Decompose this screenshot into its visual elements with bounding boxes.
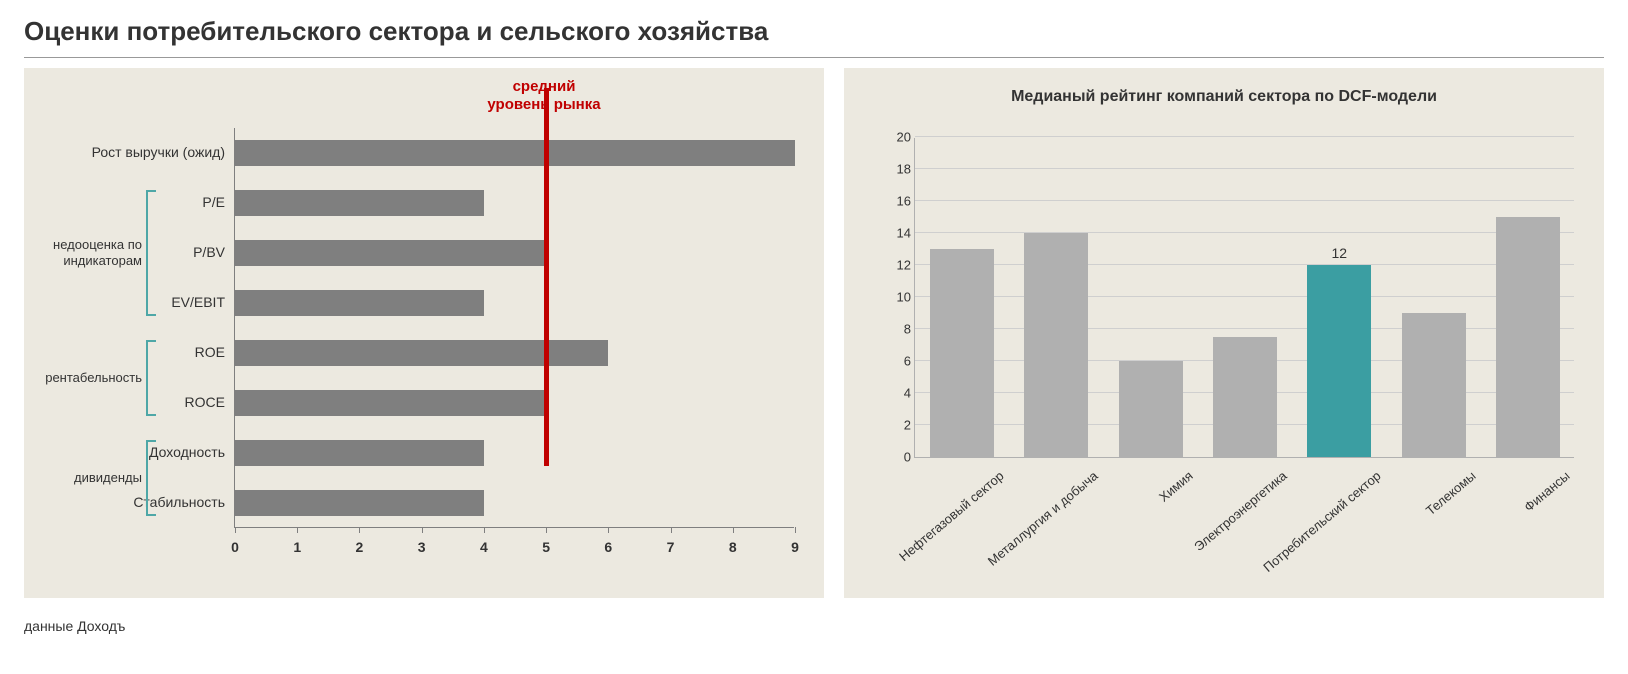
group-bracket — [146, 190, 156, 316]
hbar-label: ROCE — [185, 394, 235, 410]
group-bracket — [146, 440, 156, 516]
y-tick-label: 18 — [881, 162, 911, 177]
y-tick-label: 8 — [881, 322, 911, 337]
y-tick-label: 14 — [881, 226, 911, 241]
hbar-label: Доходность — [149, 444, 235, 460]
gridline — [915, 136, 1574, 137]
x-tick — [422, 527, 423, 533]
x-tick-label: 3 — [418, 539, 426, 555]
page-title: Оценки потребительского сектора и сельск… — [24, 16, 1604, 47]
vbar — [1496, 217, 1560, 457]
y-tick-label: 2 — [881, 418, 911, 433]
hbar-label: Рост выручки (ожид) — [92, 144, 235, 160]
vbar: 12 — [1307, 265, 1371, 457]
right-chart-title: Медианый рейтинг компаний сектора по DCF… — [844, 88, 1604, 106]
x-tick-label: 2 — [356, 539, 364, 555]
x-tick-label: 0 — [231, 539, 239, 555]
hbar — [235, 140, 795, 166]
x-tick — [608, 527, 609, 533]
gridline — [915, 328, 1574, 329]
vbar — [1402, 313, 1466, 457]
x-tick-label: 8 — [729, 539, 737, 555]
hbar — [235, 440, 484, 466]
x-tick-label: 4 — [480, 539, 488, 555]
vbar — [1213, 337, 1277, 457]
y-tick-label: 10 — [881, 290, 911, 305]
y-tick-label: 20 — [881, 130, 911, 145]
x-tick-label: 1 — [293, 539, 301, 555]
hbar-label: P/E — [202, 194, 235, 210]
x-tick — [733, 527, 734, 533]
y-tick-label: 0 — [881, 450, 911, 465]
vbar — [1119, 361, 1183, 457]
group-label: рентабельность — [32, 370, 142, 386]
y-tick-label: 4 — [881, 386, 911, 401]
reference-line — [544, 88, 549, 466]
x-tick-label: 7 — [667, 539, 675, 555]
x-tick-label: 9 — [791, 539, 799, 555]
right-chart-panel: Медианый рейтинг компаний сектора по DCF… — [844, 68, 1604, 598]
x-tick — [297, 527, 298, 533]
x-tick — [235, 527, 236, 533]
hbar — [235, 240, 546, 266]
left-chart-panel: средний уровень рынка 0123456789Рост выр… — [24, 68, 824, 598]
x-tick — [795, 527, 796, 533]
gridline — [915, 200, 1574, 201]
divider — [24, 57, 1604, 58]
horizontal-bar-chart: 0123456789Рост выручки (ожид)P/EP/BVEV/E… — [234, 128, 794, 568]
gridline — [915, 168, 1574, 169]
vbar — [1024, 233, 1088, 457]
x-tick-label: 6 — [604, 539, 612, 555]
vbar — [930, 249, 994, 457]
hbar — [235, 340, 608, 366]
hbar — [235, 290, 484, 316]
x-tick — [671, 527, 672, 533]
x-tick-label: 5 — [542, 539, 550, 555]
group-label: недооценка поиндикаторам — [32, 237, 142, 268]
hbar-label: EV/EBIT — [171, 294, 235, 310]
group-label: дивиденды — [32, 470, 142, 486]
y-tick-label: 6 — [881, 354, 911, 369]
y-tick-label: 16 — [881, 194, 911, 209]
group-bracket — [146, 340, 156, 416]
gridline — [915, 296, 1574, 297]
x-tick — [484, 527, 485, 533]
hbar — [235, 390, 546, 416]
hbar — [235, 190, 484, 216]
vbar-value-label: 12 — [1307, 245, 1371, 261]
y-tick-label: 12 — [881, 258, 911, 273]
x-tick — [359, 527, 360, 533]
source-note: данные Доходъ — [24, 618, 1604, 634]
hbar-label: P/BV — [193, 244, 235, 260]
x-tick — [546, 527, 547, 533]
hbar — [235, 490, 484, 516]
hbar-label: ROE — [195, 344, 235, 360]
gridline — [915, 264, 1574, 265]
vertical-bar-chart: 0246810121416182012 Нефтегазовый секторМ… — [914, 138, 1574, 458]
gridline — [915, 232, 1574, 233]
